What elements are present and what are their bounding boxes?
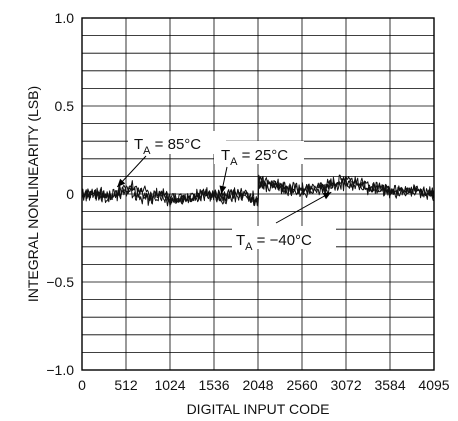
arrow-head-icon	[219, 185, 227, 194]
x-tick-label: 2560	[286, 377, 317, 393]
annotation-label: TA = −40°C	[236, 232, 312, 253]
y-tick-label: 1.0	[55, 10, 75, 26]
annotation-label-background	[128, 131, 226, 154]
x-tick-label: 4095	[418, 377, 449, 393]
x-tick-label: 1024	[154, 377, 185, 393]
x-tick-label: 512	[114, 377, 138, 393]
annotation-label-background	[232, 226, 336, 249]
series-group	[81, 174, 435, 208]
x-tick-label: 1536	[198, 377, 229, 393]
annotation-label-background	[214, 141, 304, 164]
annotation-label: TA = 85°C	[134, 136, 201, 157]
annotation: TA = 85°C	[116, 131, 226, 188]
annotations: TA = 85°C TA = 25°C TA = −40°C	[116, 131, 336, 253]
y-tick-label: 0	[66, 186, 74, 202]
arrow-head-icon	[117, 178, 126, 187]
annotation-arrow	[275, 191, 332, 224]
y-axis-label: INTEGRAL NONLINEARITY (LSB)	[25, 86, 41, 302]
x-tick-label: 0	[78, 377, 86, 393]
annotation-label: TA = 25°C	[221, 147, 288, 168]
x-tick-label: 3072	[330, 377, 361, 393]
y-tick-labels: −1.0 −0.5 0 0.5 1.0	[46, 10, 74, 378]
x-tick-labels: 0 512 1024 1536 2048 2560 3072 3584 4095	[78, 377, 450, 393]
y-tick-label: −0.5	[46, 274, 74, 290]
y-tick-label: 0.5	[55, 98, 75, 114]
x-axis-label: DIGITAL INPUT CODE	[187, 401, 330, 417]
series-line	[81, 178, 435, 208]
arrow-head-icon	[322, 192, 332, 200]
annotation: TA = −40°C	[232, 191, 336, 253]
x-tick-label: 3584	[374, 377, 405, 393]
x-tick-label: 2048	[242, 377, 273, 393]
y-tick-label: −1.0	[46, 362, 74, 378]
annotation: TA = 25°C	[214, 141, 304, 195]
plot-frame	[81, 17, 435, 371]
